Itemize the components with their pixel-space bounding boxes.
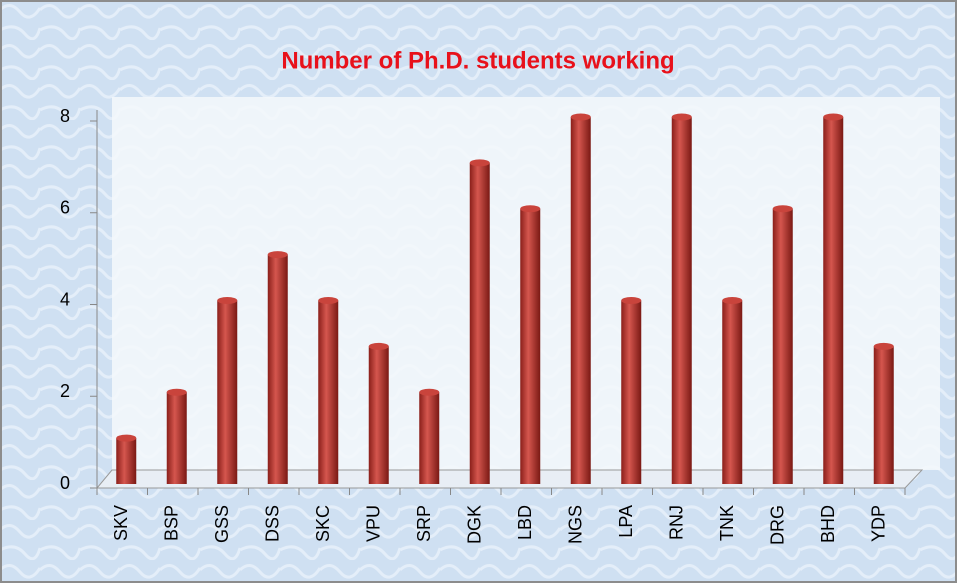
bar: [772, 208, 793, 484]
bar: [722, 300, 743, 484]
x-tick-label: DGK: [465, 505, 485, 544]
x-tick-label: GSS: [212, 505, 232, 543]
y-tick-label: 8: [60, 106, 70, 126]
bar-cap: [570, 113, 591, 121]
x-tick-label: LPA: [616, 505, 636, 538]
bar: [823, 117, 844, 484]
x-tick-label: VPU: [364, 505, 384, 542]
y-tick-label: 2: [60, 381, 70, 401]
bar: [166, 392, 187, 484]
y-tick-label: 0: [60, 473, 70, 493]
x-tick-label: BSP: [162, 505, 182, 541]
bar: [267, 254, 288, 484]
bar: [116, 438, 137, 484]
bar: [318, 300, 339, 484]
y-tick-label: 4: [60, 289, 70, 309]
x-tick-label: SRP: [414, 505, 434, 542]
x-tick-label: NGS: [566, 505, 586, 544]
x-tick-label: YDP: [869, 505, 889, 542]
bar-cap: [166, 388, 187, 396]
bar-cap: [873, 342, 894, 350]
bar: [368, 346, 389, 484]
bar-cap: [419, 388, 440, 396]
bar-cap: [520, 205, 541, 213]
bar-cap: [217, 297, 238, 304]
chart-title: Number of Ph.D. students working: [281, 47, 674, 74]
x-tick-label: RNJ: [667, 505, 687, 540]
x-tick-label: TNK: [717, 505, 737, 541]
bar-cap: [621, 297, 642, 304]
bar: [873, 346, 894, 484]
bar-cap: [318, 297, 339, 304]
bar-cap: [267, 251, 288, 259]
x-tick-label: LBD: [515, 505, 535, 540]
bar-cap: [823, 113, 844, 121]
bar-cap: [469, 159, 490, 167]
x-tick-label: BHD: [818, 505, 838, 543]
x-tick-label: DRG: [768, 505, 788, 545]
bar: [469, 162, 490, 484]
bar: [570, 117, 591, 484]
y-tick-label: 6: [60, 198, 70, 218]
bar-cap: [772, 205, 793, 213]
x-tick-label: SKV: [111, 505, 131, 541]
bar: [419, 392, 440, 484]
plot-floor: [95, 469, 924, 489]
bar-cap: [368, 342, 389, 350]
bar: [520, 208, 541, 484]
bar: [671, 117, 692, 484]
bar-cap: [116, 434, 137, 442]
x-tick-label: DSS: [263, 505, 283, 542]
bar-cap: [722, 297, 743, 304]
bar-cap: [671, 113, 692, 121]
bar: [621, 300, 642, 484]
x-tick-label: SKC: [313, 505, 333, 542]
bar: [217, 300, 238, 484]
